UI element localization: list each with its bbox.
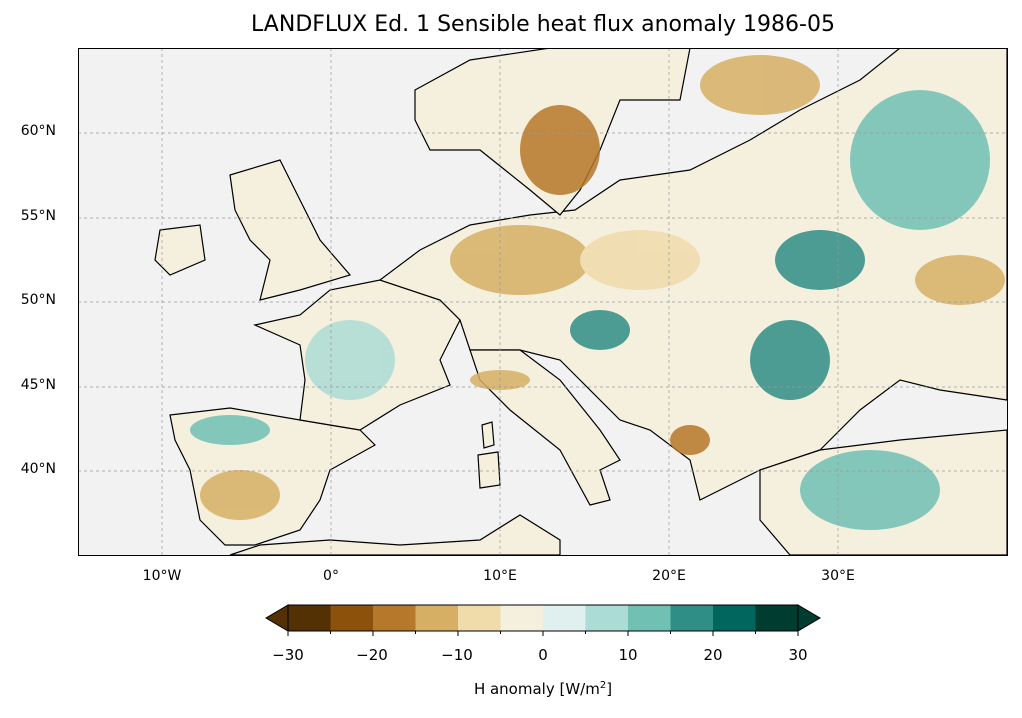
gridlines xyxy=(78,48,1007,555)
corsica xyxy=(481,421,495,449)
lon-label: 20°E xyxy=(652,568,686,584)
colorbar-segment xyxy=(500,605,544,631)
colorbar-extend-low xyxy=(265,604,289,632)
colorbar-tick: −30 xyxy=(272,646,304,664)
colorbar-segment xyxy=(628,605,671,631)
lat-label: 50°N xyxy=(20,292,56,308)
lon-label: 30°E xyxy=(821,568,855,584)
sardinia xyxy=(477,451,501,489)
colorbar-segment xyxy=(755,605,799,631)
colorbar-segment xyxy=(458,605,501,631)
lon-label: 10°W xyxy=(142,568,182,584)
colorbar-segment xyxy=(543,605,586,631)
north-africa xyxy=(229,514,561,556)
map-panel xyxy=(78,48,1008,556)
lat-label: 40°N xyxy=(20,461,56,477)
ireland xyxy=(154,224,206,276)
colorbar-tick: 10 xyxy=(618,646,638,664)
anomaly-patches xyxy=(190,55,1005,530)
colorbar-segment xyxy=(713,605,756,631)
colorbar-label-text: H anomaly [W/m xyxy=(473,680,600,698)
colorbar-label: H anomaly [W/m2] xyxy=(0,680,1022,698)
colorbar-segment xyxy=(415,605,459,631)
colorbar-extend-high xyxy=(797,604,821,632)
colorbar-tick: 0 xyxy=(538,646,548,664)
colorbar-tick: −20 xyxy=(356,646,388,664)
lon-label: 10°E xyxy=(483,568,517,584)
colorbar-tick: 30 xyxy=(788,646,808,664)
colorbar-segment xyxy=(288,605,331,631)
colorbar-segment xyxy=(585,605,629,631)
colorbar xyxy=(265,604,821,636)
colorbar-segment xyxy=(373,605,416,631)
lat-label: 60°N xyxy=(20,123,56,139)
colorbar-label-end: ] xyxy=(606,680,613,698)
colorbar-segment xyxy=(330,605,374,631)
lon-label: 0° xyxy=(323,568,339,584)
colorbar-segment xyxy=(670,605,714,631)
colorbar-label-sup: 2 xyxy=(599,680,607,691)
map-title: LANDFLUX Ed. 1 Sensible heat flux anomal… xyxy=(251,12,835,37)
great-britain xyxy=(229,159,352,301)
lat-label: 45°N xyxy=(20,377,56,393)
colorbar-tick: −10 xyxy=(441,646,473,664)
map-frame xyxy=(78,48,1008,556)
colorbar-tick: 20 xyxy=(703,646,723,664)
lat-label: 55°N xyxy=(20,208,56,224)
